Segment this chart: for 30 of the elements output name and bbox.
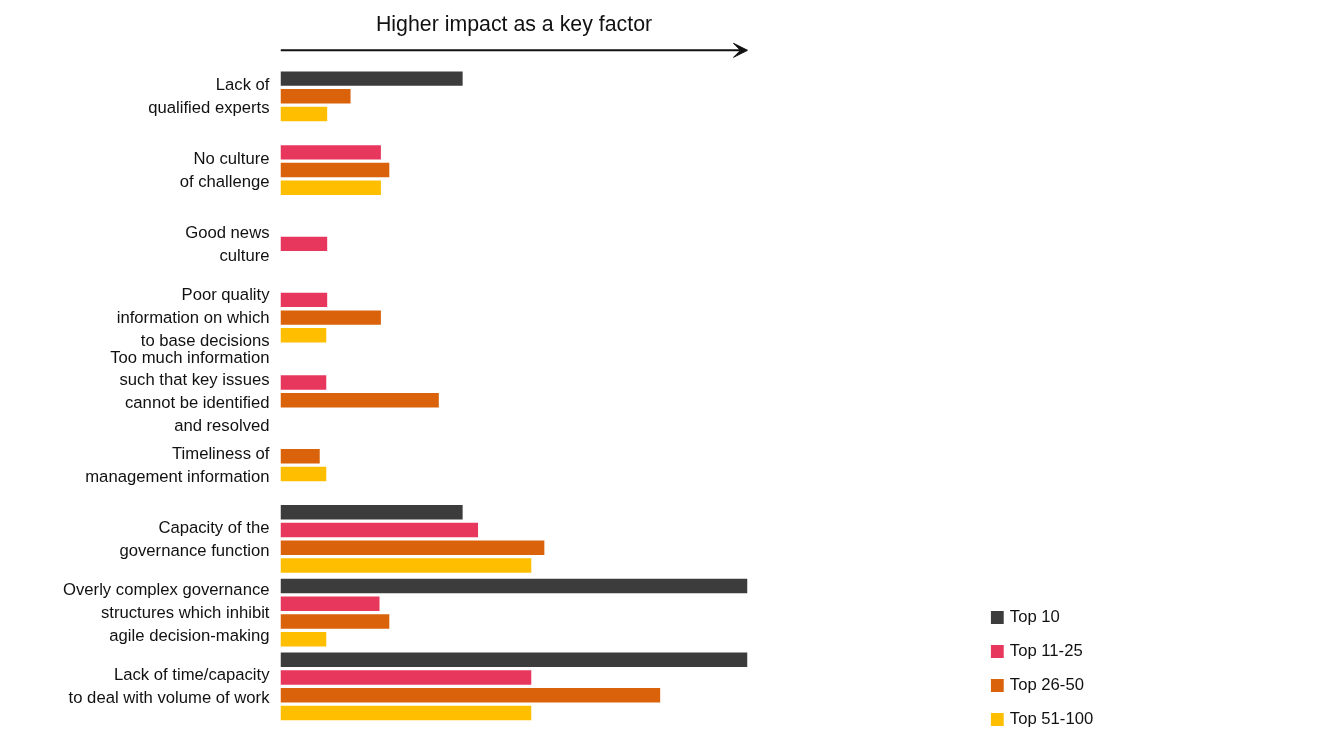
y-tick-label: Lack of qualified experts [148,75,270,118]
y-tick-label: Lack of time/capacity to deal with volume of work [68,665,271,708]
bar [280,558,532,573]
y-tick-label: Poor quality information on which to base decisions [116,285,271,350]
bar [280,180,381,195]
bar [280,106,328,122]
bar [280,162,390,178]
bar [280,614,390,629]
bar [280,522,479,538]
y-tick-label: Good news culture [185,222,270,265]
y-tick-label: No culture of challenge [179,149,270,191]
y-tick-label: Overly complex governance structures which inhibit agile decision-making [63,580,270,645]
bar [280,89,351,104]
legend-label: Top 51-100 [1009,709,1094,729]
bar [280,688,661,703]
bar [280,505,463,520]
bar [280,145,381,160]
text: Higher impact as a key factor [375,12,653,37]
y-tick-label: Timeliness of management information [85,444,270,487]
bar [280,670,532,685]
bar [280,540,545,555]
bar [280,632,327,647]
bar [280,596,380,611]
legend-label: Top 26-50 [1009,675,1084,695]
y-tick-label: Capacity of the governance function [119,517,270,560]
bar [280,578,748,594]
legend-label: Top 11-25 [1009,641,1083,661]
y-tick-label: Too much information such that key issues cannot be identified and resolved [110,347,270,436]
legend-label: Top 10 [1009,607,1060,627]
bar [280,705,532,721]
